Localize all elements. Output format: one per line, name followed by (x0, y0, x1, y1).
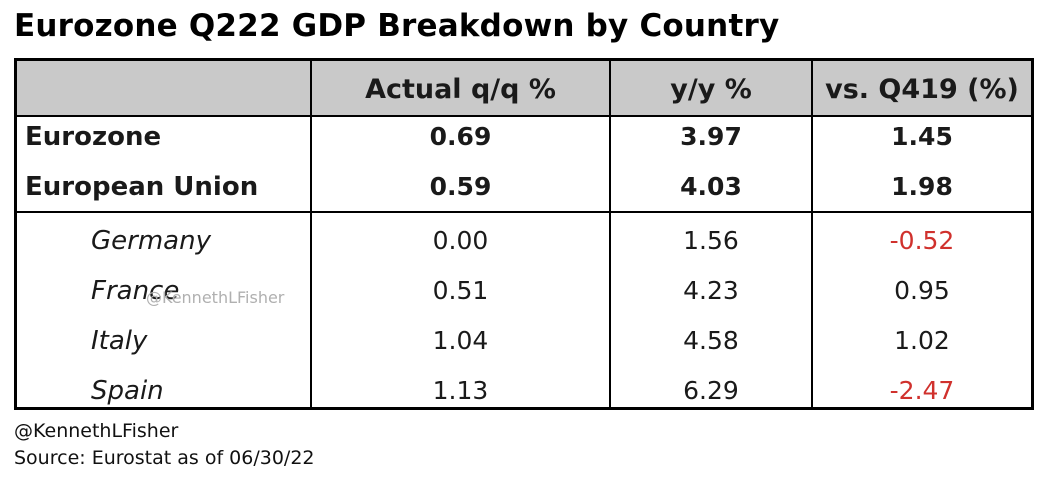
group-separator (17, 211, 1031, 213)
cell-yy: 1.56 (683, 226, 739, 255)
cell-yy: 6.29 (683, 376, 739, 405)
column-divider (310, 61, 312, 407)
chart-title: Eurozone Q222 GDP Breakdown by Country (14, 8, 780, 44)
watermark: @KennethLFisher (146, 288, 285, 307)
cell-vs-q419: 1.45 (891, 122, 953, 151)
footer-source: Source: Eurostat as of 06/30/22 (14, 447, 315, 469)
header-actual-qq: Actual q/q % (365, 74, 556, 105)
cell-vs-q419: 1.02 (894, 326, 950, 355)
cell-actual-qq: 0.51 (432, 276, 489, 305)
row-label: Spain (91, 376, 164, 406)
cell-vs-q419: 1.98 (891, 172, 953, 201)
cell-actual-qq: 0.69 (429, 122, 492, 151)
cell-actual-qq: 1.13 (432, 376, 489, 405)
cell-vs-q419: 0.95 (894, 276, 950, 305)
cell-yy: 4.23 (683, 276, 739, 305)
cell-vs-q419: -2.47 (889, 376, 955, 405)
row-label: Italy (91, 326, 148, 356)
gdp-table: Actual q/q % y/y % vs. Q419 (%) Eurozone… (14, 58, 1034, 410)
row-label: France (91, 276, 180, 306)
cell-yy: 4.03 (680, 172, 742, 201)
cell-yy: 4.58 (683, 326, 739, 355)
cell-actual-qq: 0.00 (432, 226, 489, 255)
table-header (17, 61, 1031, 117)
row-label: Eurozone (25, 122, 162, 152)
cell-actual-qq: 0.59 (429, 172, 492, 201)
footer-handle: @KennethLFisher (14, 420, 179, 442)
column-divider (811, 61, 813, 407)
row-label: European Union (25, 172, 259, 202)
cell-vs-q419: -0.52 (889, 226, 955, 255)
cell-yy: 3.97 (680, 122, 742, 151)
header-yy: y/y % (670, 74, 752, 105)
header-vs-q419: vs. Q419 (%) (825, 74, 1019, 105)
cell-actual-qq: 1.04 (432, 326, 489, 355)
column-divider (609, 61, 611, 407)
row-label: Germany (91, 226, 211, 256)
